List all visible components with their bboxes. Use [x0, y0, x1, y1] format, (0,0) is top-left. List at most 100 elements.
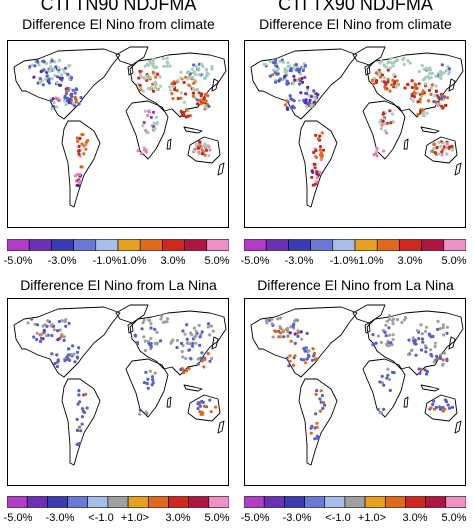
legend-swatch [265, 239, 289, 251]
station-dot [201, 412, 205, 416]
station-dot [162, 64, 166, 68]
station-dot [38, 81, 42, 85]
station-dot [382, 63, 386, 67]
station-dot [151, 110, 156, 114]
station-dot [179, 96, 183, 100]
station-dot [384, 334, 388, 338]
legend-swatch [244, 239, 267, 251]
station-dot [429, 348, 433, 352]
station-dot [309, 426, 313, 430]
station-dot [77, 425, 82, 429]
station-dot [314, 392, 318, 396]
station-dot [206, 144, 210, 148]
coastline-africa [362, 100, 406, 160]
station-dot [407, 338, 411, 342]
station-dot [139, 152, 144, 156]
station-dot [286, 326, 290, 331]
station-dot [62, 338, 66, 342]
station-dot [196, 362, 200, 366]
station-dot [200, 92, 204, 96]
legend-swatch [443, 239, 466, 251]
station-dot [192, 88, 197, 92]
station-dot [197, 73, 201, 77]
station-dot [428, 71, 432, 76]
station-dot [55, 80, 59, 84]
station-dot [54, 105, 59, 109]
station-dot [435, 145, 439, 150]
station-dot [310, 175, 314, 179]
station-dot [50, 77, 54, 81]
station-dot [208, 333, 212, 337]
station-dot [318, 153, 322, 157]
coastline-madagascar [403, 138, 409, 150]
station-dot [312, 89, 316, 93]
station-dot [50, 352, 54, 356]
station-dot [80, 132, 84, 137]
coastline-new-zealand [217, 162, 225, 176]
coastline-africa [362, 358, 406, 418]
station-dot [80, 165, 84, 169]
station-dot [76, 139, 80, 143]
station-dot [292, 67, 296, 71]
station-dot [26, 321, 30, 325]
station-dot [153, 341, 157, 346]
legend-swatch [7, 239, 30, 251]
station-dot [183, 332, 187, 336]
station-dot [450, 148, 454, 152]
station-dot [39, 69, 43, 74]
station-dot [309, 431, 313, 435]
coastline-eurasia [129, 52, 227, 118]
legend-swatch [208, 496, 229, 508]
station-dot [39, 336, 43, 340]
coastline-south-america [298, 120, 338, 208]
station-dot [58, 336, 62, 340]
station-dot [282, 335, 286, 339]
station-dot [67, 64, 71, 68]
station-dot [286, 64, 290, 69]
station-dot [179, 91, 183, 95]
station-dot [45, 324, 49, 328]
station-dot [275, 68, 279, 73]
station-dot [179, 109, 183, 113]
station-dot [421, 111, 425, 115]
legend-swatch [284, 496, 305, 508]
station-dot [380, 374, 384, 378]
station-dot [50, 98, 54, 102]
station-dot [443, 398, 448, 402]
station-dot [447, 145, 452, 149]
station-dot [313, 162, 317, 166]
station-dot [315, 180, 319, 184]
legend-swatch [376, 239, 400, 251]
station-dot [424, 75, 428, 79]
legend-tick: +1.0> [120, 512, 150, 524]
station-dot [441, 363, 445, 367]
legend-swatch [399, 239, 422, 251]
station-dot [306, 353, 310, 357]
station-dot [435, 94, 440, 98]
station-dot [179, 341, 184, 345]
legend-tick: 3.0% [402, 512, 428, 524]
station-dot [417, 69, 421, 74]
station-dot [207, 104, 211, 108]
station-dot [205, 68, 209, 72]
station-dot [427, 332, 431, 336]
station-dot [305, 357, 309, 361]
station-dot [413, 91, 417, 95]
station-dot [383, 330, 387, 334]
station-dot [197, 68, 201, 72]
station-dot [38, 339, 43, 344]
legend-ticks: -5.0% -3.0% -1.0% 1.0% 3.0% 5.0% [237, 255, 474, 269]
station-dot [275, 72, 279, 76]
legend-swatch [87, 496, 109, 508]
legend-tick: <-1.0 [88, 512, 114, 524]
station-dot [64, 66, 68, 70]
station-dot [274, 58, 278, 62]
station-dot [171, 84, 176, 89]
station-dot [146, 386, 150, 390]
station-dot [199, 62, 204, 66]
station-dot [419, 323, 423, 327]
panel-subtitle: Difference El Nino from climate [22, 16, 215, 32]
station-dot [194, 341, 198, 345]
coastline-north-america [13, 306, 121, 378]
station-dot [198, 404, 202, 408]
